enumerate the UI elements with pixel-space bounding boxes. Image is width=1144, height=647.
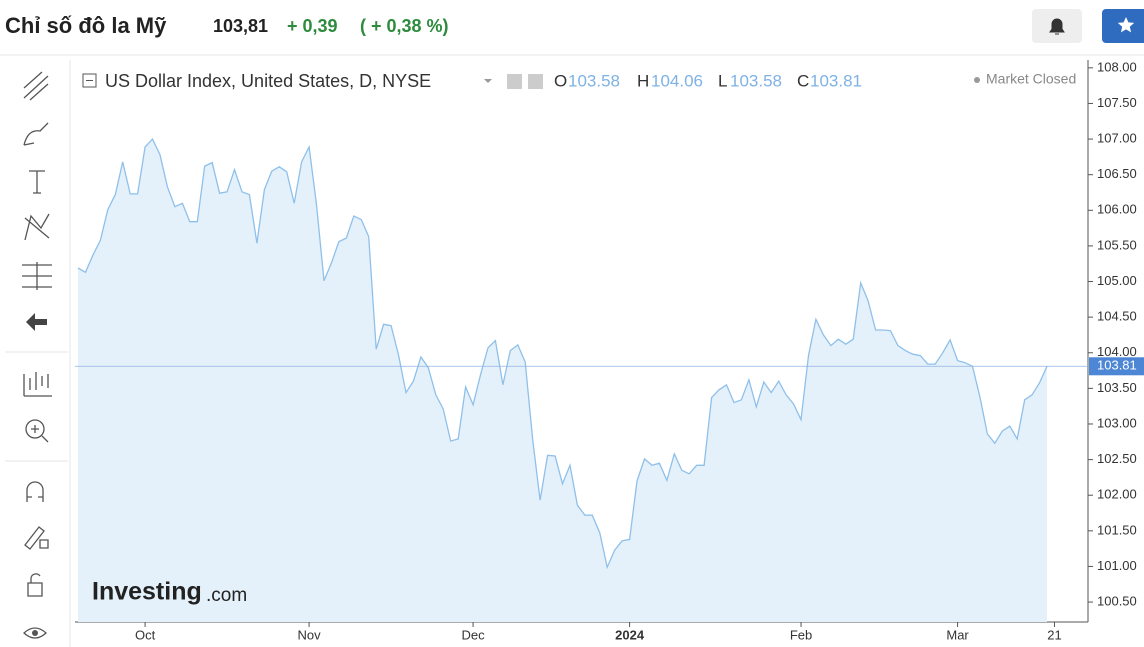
pattern-tool[interactable] [24, 213, 50, 241]
y-tick-label: 100.50 [1097, 593, 1137, 608]
ohlc-value: 103.58 [730, 71, 782, 90]
market-status: Market Closed [986, 71, 1076, 87]
trendline-tool[interactable] [23, 71, 49, 101]
x-tick-label: 2024 [615, 627, 645, 642]
area [78, 139, 1047, 622]
lock-drawing-tool[interactable] [24, 526, 49, 550]
ohlc-key: C [797, 71, 809, 90]
settings-button[interactable] [507, 74, 522, 89]
visibility-tool[interactable] [23, 627, 47, 639]
alert-button[interactable] [1032, 9, 1082, 43]
ohlc-value: 103.81 [810, 71, 862, 90]
logo-suffix: .com [206, 585, 247, 606]
y-tick-label: 102.50 [1097, 451, 1137, 466]
settings-button[interactable] [528, 74, 543, 89]
price-label: 103.81 [1097, 358, 1137, 373]
y-tick-label: 106.00 [1097, 202, 1137, 217]
y-tick-label: 108.00 [1097, 59, 1137, 74]
text-tool[interactable] [29, 170, 45, 194]
indicator-tool[interactable] [23, 372, 52, 397]
y-tick-label: 101.50 [1097, 522, 1137, 537]
x-tick-label: Dec [461, 627, 485, 642]
bell-icon [1049, 18, 1065, 35]
series-title: US Dollar Index, United States, D, NYSE [105, 71, 431, 91]
ohlc-key: O [554, 71, 567, 90]
x-tick-label: Feb [790, 627, 812, 642]
unlock-tool[interactable] [27, 573, 43, 597]
y-tick-label: 107.00 [1097, 131, 1137, 146]
visibility-pupil [32, 630, 38, 636]
logo: Investing [92, 578, 202, 606]
status-dot [974, 77, 980, 83]
fib-tool[interactable] [22, 262, 52, 290]
y-tick-label: 105.00 [1097, 273, 1137, 288]
y-tick-label: 104.00 [1097, 344, 1137, 359]
y-tick-label: 106.50 [1097, 166, 1137, 181]
toolbar [5, 60, 71, 647]
x-tick-label: Oct [135, 627, 156, 642]
x-tick-label: Nov [298, 627, 322, 642]
magnet-tool[interactable] [26, 481, 44, 502]
x-tick-label: Mar [946, 627, 969, 642]
y-tick-label: 101.00 [1097, 558, 1137, 573]
ohlc-value: 103.58 [568, 71, 620, 90]
dropdown-arrow[interactable] [484, 79, 492, 83]
collapse-toggle[interactable] [82, 73, 97, 88]
star-icon [1117, 17, 1135, 33]
ohlc-key: H [637, 71, 649, 90]
x-tick-label: 21 [1047, 627, 1061, 642]
price-label-bg [1089, 357, 1144, 376]
back-tool[interactable] [26, 313, 47, 331]
change: + 0,39 [287, 16, 338, 36]
watchlist-button[interactable] [1102, 9, 1144, 43]
y-tick-label: 103.50 [1097, 380, 1137, 395]
ohlc-value: 104.06 [651, 71, 703, 90]
line [77, 137, 1048, 570]
page-title: Chỉ số đô la Mỹ [5, 13, 167, 38]
y-tick-label: 103.00 [1097, 415, 1137, 430]
y-tick-label: 104.50 [1097, 309, 1137, 324]
zoom-tool-detail [31, 425, 49, 443]
ohlc-key: L [718, 71, 727, 90]
plot [77, 137, 1048, 622]
y-tick-label: 102.00 [1097, 487, 1137, 502]
change-percent: ( + 0,38 %) [360, 16, 449, 36]
price: 103,81 [213, 16, 268, 36]
y-tick-label: 107.50 [1097, 95, 1137, 110]
zoom-tool[interactable] [25, 419, 45, 439]
brush-tool[interactable] [23, 122, 49, 146]
y-tick-label: 105.50 [1097, 237, 1137, 252]
